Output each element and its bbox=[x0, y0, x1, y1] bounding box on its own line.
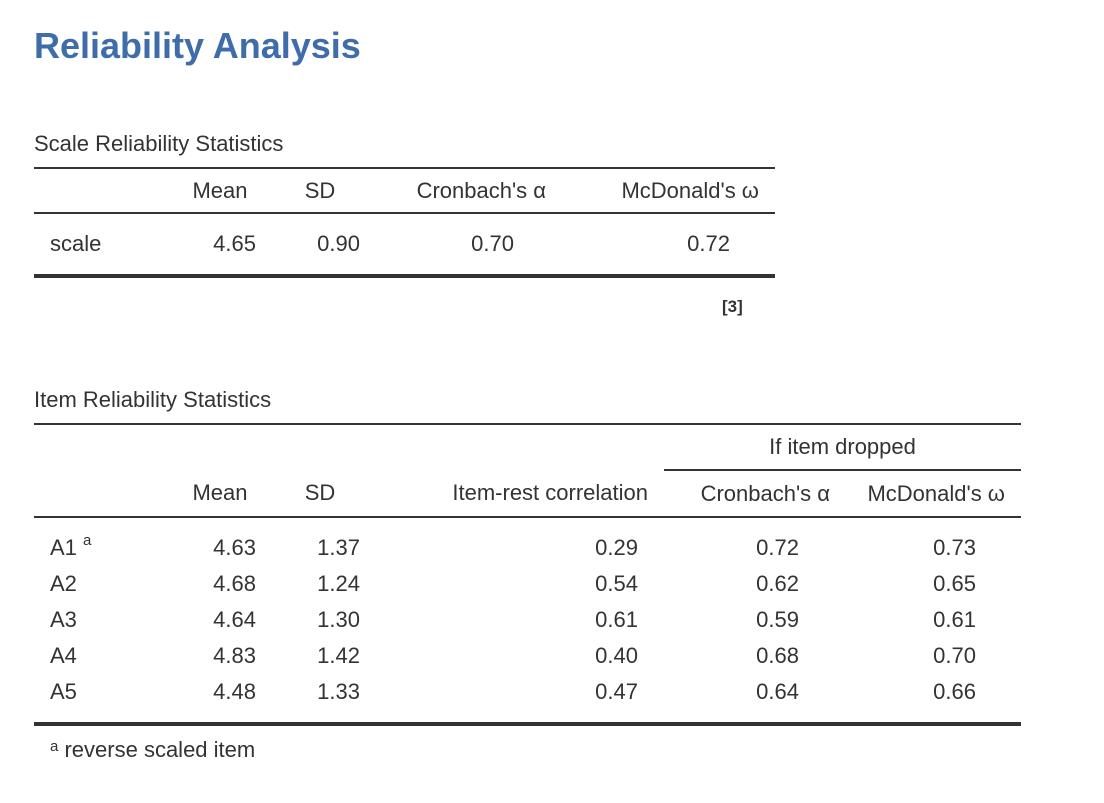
table-row: A4 4.83 1.42 0.40 0.68 0.70 bbox=[34, 638, 1021, 674]
column-header-cronbach-alpha: Cronbach's α bbox=[664, 470, 844, 518]
column-header-mean: Mean bbox=[174, 470, 274, 518]
scale-table-caption: Scale Reliability Statistics bbox=[34, 131, 284, 156]
column-header-mean: Mean bbox=[174, 167, 274, 214]
table-header-row: Mean SD Cronbach's α McDonald's ω bbox=[34, 167, 775, 214]
cell-mean: 4.48 bbox=[174, 674, 274, 726]
cell-mean: 4.68 bbox=[213, 571, 256, 596]
cell-item-rest-correlation: 0.40 bbox=[595, 643, 638, 668]
item-reliability-table: If item dropped Mean SD Item-rest correl… bbox=[34, 423, 1021, 726]
table-row: A2 4.68 1.24 0.54 0.62 0.65 bbox=[34, 566, 1021, 602]
cell-sd: 1.33 bbox=[274, 674, 374, 726]
column-header-mcdonald-omega: McDonald's ω bbox=[564, 167, 775, 214]
reference-marker[interactable]: [3] bbox=[722, 297, 743, 316]
page-title: Reliability Analysis bbox=[34, 25, 361, 66]
column-header-label bbox=[34, 167, 174, 214]
column-group-header-if-item-dropped: If item dropped bbox=[664, 423, 1021, 471]
column-header-label bbox=[34, 470, 174, 518]
cell-cronbach-alpha: 0.68 bbox=[756, 643, 799, 668]
table-row: A3 4.64 1.30 0.61 0.59 0.61 bbox=[34, 602, 1021, 638]
cell-mean: 4.83 bbox=[213, 643, 256, 668]
table-header-row: Mean SD Item-rest correlation Cronbach's… bbox=[34, 470, 1021, 518]
cell-mcdonald-omega: 0.70 bbox=[933, 643, 976, 668]
table-group-header-row: If item dropped bbox=[34, 423, 1021, 471]
cell-sd: 1.42 bbox=[317, 643, 360, 668]
cell-item-rest-correlation: 0.29 bbox=[595, 535, 638, 560]
row-label: A5 bbox=[34, 674, 174, 726]
table-footnote: a reverse scaled item bbox=[50, 737, 255, 763]
cell-item-rest-correlation: 0.61 bbox=[595, 607, 638, 632]
row-label: A3 bbox=[50, 607, 77, 632]
cell-sd: 1.24 bbox=[317, 571, 360, 596]
column-header-sd: SD bbox=[274, 470, 374, 518]
item-table-caption: Item Reliability Statistics bbox=[34, 387, 272, 412]
cell-item-rest-correlation: 0.54 bbox=[595, 571, 638, 596]
cell-mcdonald-omega: 0.61 bbox=[933, 607, 976, 632]
cell-cronbach-alpha: 0.70 bbox=[374, 213, 564, 278]
cell-mean: 4.63 bbox=[213, 535, 256, 560]
cell-mean: 4.65 bbox=[174, 213, 274, 278]
cell-cronbach-alpha: 0.59 bbox=[756, 607, 799, 632]
cell-mean: 4.64 bbox=[213, 607, 256, 632]
cell-mcdonald-omega: 0.66 bbox=[844, 674, 1021, 726]
row-label: A1 bbox=[50, 535, 77, 560]
footnote-marker: a bbox=[50, 738, 59, 755]
cell-item-rest-correlation: 0.47 bbox=[374, 674, 664, 726]
column-header-mcdonald-omega: McDonald's ω bbox=[844, 470, 1021, 518]
cell-mcdonald-omega: 0.72 bbox=[564, 213, 775, 278]
row-label-cell: A1 a bbox=[34, 517, 174, 566]
column-header-sd: SD bbox=[274, 167, 374, 214]
table-row: scale 4.65 0.90 0.70 0.72 bbox=[34, 213, 775, 278]
column-header-cronbach-alpha: Cronbach's α bbox=[374, 167, 564, 214]
table-row: A1 a 4.63 1.37 0.29 0.72 0.73 bbox=[34, 517, 1021, 566]
scale-reliability-table: Mean SD Cronbach's α McDonald's ω scale … bbox=[34, 167, 775, 278]
row-label: A4 bbox=[50, 643, 77, 668]
cell-cronbach-alpha: 0.72 bbox=[756, 535, 799, 560]
footnote-marker: a bbox=[83, 532, 92, 549]
cell-cronbach-alpha: 0.62 bbox=[756, 571, 799, 596]
row-label: scale bbox=[34, 213, 174, 278]
cell-sd: 1.30 bbox=[317, 607, 360, 632]
cell-sd: 1.37 bbox=[317, 535, 360, 560]
cell-mcdonald-omega: 0.73 bbox=[933, 535, 976, 560]
row-label: A2 bbox=[50, 571, 77, 596]
table-row: A5 4.48 1.33 0.47 0.64 0.66 bbox=[34, 674, 1021, 726]
cell-mcdonald-omega: 0.65 bbox=[933, 571, 976, 596]
column-header-item-rest-correlation: Item-rest correlation bbox=[374, 470, 664, 518]
cell-cronbach-alpha: 0.64 bbox=[664, 674, 844, 726]
footnote-text: reverse scaled item bbox=[64, 737, 256, 762]
cell-sd: 0.90 bbox=[274, 213, 374, 278]
